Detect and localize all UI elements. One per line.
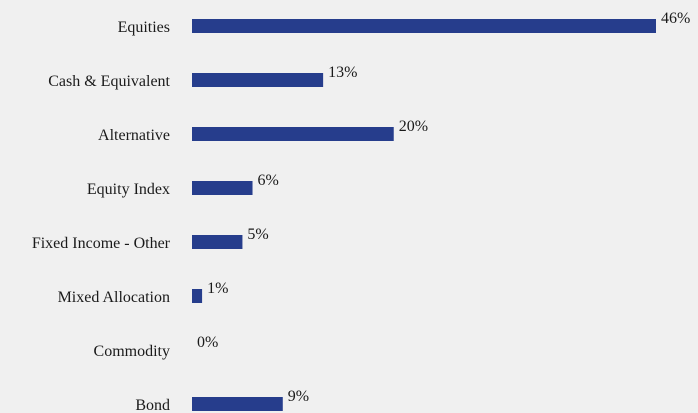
data-label-commodity: 0% <box>197 334 218 351</box>
category-label-equities: Equities <box>118 19 170 36</box>
category-axis-labels: Equities Cash & Equivalent Alternative Equi… <box>32 19 171 413</box>
bars <box>192 19 656 411</box>
bar-mixed-allocation <box>192 289 203 303</box>
bar-fixed-income-other <box>192 235 243 249</box>
data-label-mixed-allocation: 1% <box>207 280 228 297</box>
category-label-alternative: Alternative <box>98 127 170 144</box>
data-label-equity-index: 6% <box>258 172 279 189</box>
data-label-equities: 46% <box>661 10 690 27</box>
bar-equities <box>192 19 656 33</box>
category-label-equity-index: Equity Index <box>87 181 170 198</box>
data-label-fixed-income-other: 5% <box>247 226 268 243</box>
data-label-bond: 9% <box>288 388 309 405</box>
category-label-cash-and-equivalent: Cash & Equivalent <box>48 73 170 90</box>
data-labels: 46% 13% 20% 6% 5% 1% 0% 9% <box>197 10 690 405</box>
bar-cash-and-equivalent <box>192 73 324 87</box>
data-label-cash-and-equivalent: 13% <box>328 64 357 81</box>
bar-bond <box>192 397 283 411</box>
bar-equity-index <box>192 181 253 195</box>
data-label-alternative: 20% <box>399 118 428 135</box>
bar-alternative <box>192 127 394 141</box>
category-label-fixed-income-other: Fixed Income - Other <box>32 235 171 252</box>
category-label-mixed-allocation: Mixed Allocation <box>58 289 170 306</box>
category-label-bond: Bond <box>135 397 170 413</box>
category-label-commodity: Commodity <box>94 343 170 360</box>
